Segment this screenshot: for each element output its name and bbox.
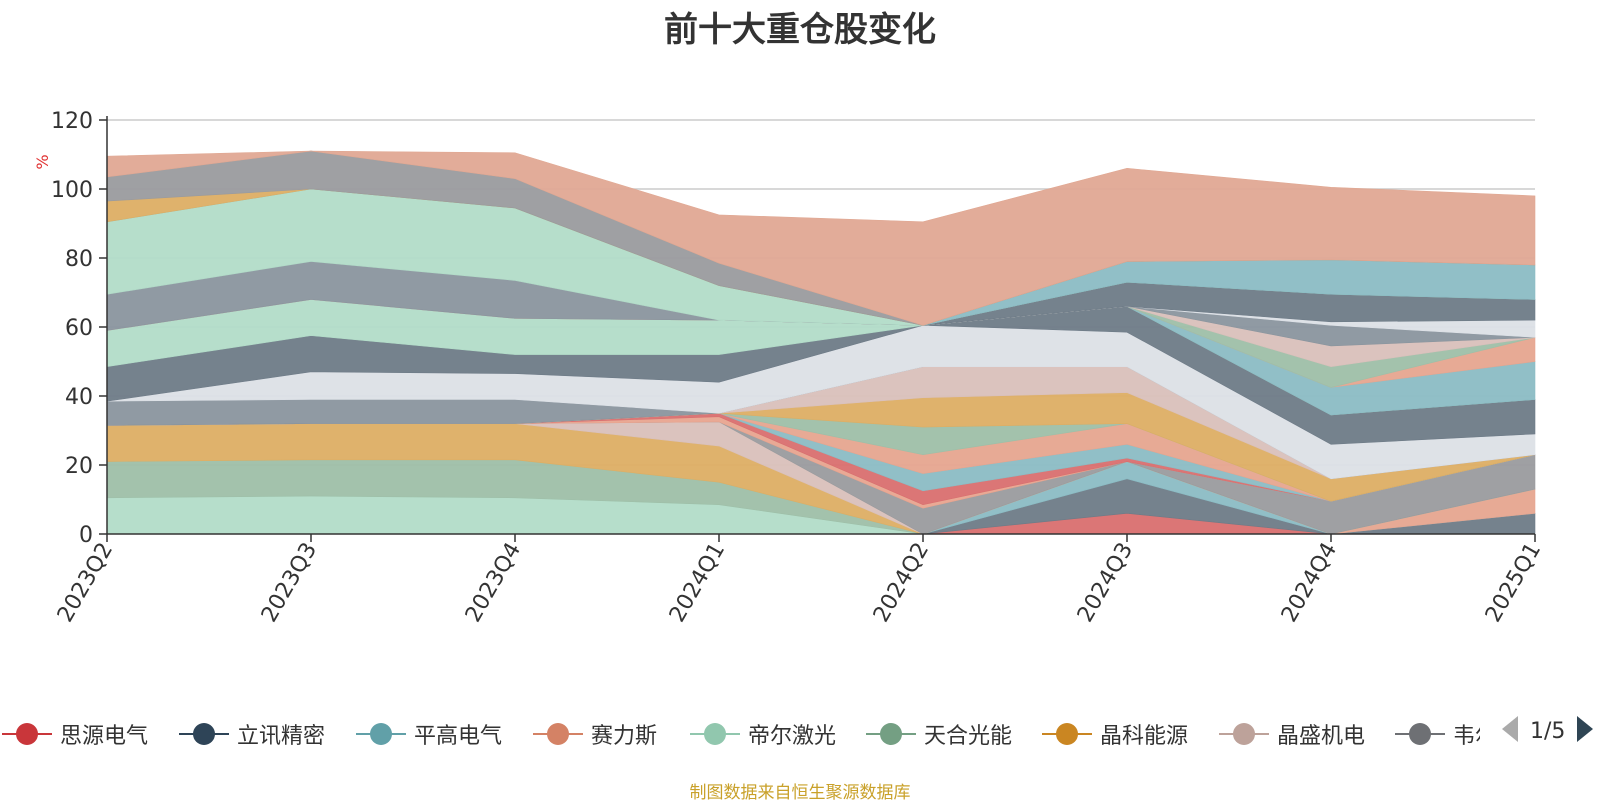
prev-page-icon[interactable] (1500, 714, 1520, 748)
legend-item[interactable]: 立讯精密 (177, 712, 325, 756)
x-tick-label: 2024Q2 (869, 539, 934, 627)
area-series (106, 150, 1536, 535)
legend-marker-icon (179, 723, 229, 745)
legend-label: 晶科能源 (1100, 724, 1189, 749)
legend-item[interactable]: 赛力斯 (531, 712, 657, 756)
x-tick-label: 2024Q1 (665, 539, 730, 627)
legend-marker-icon (1219, 723, 1269, 745)
legend-label: 天合光能 (924, 724, 1013, 749)
y-tick-label: 20 (65, 454, 93, 479)
y-tick-label: 120 (51, 109, 93, 134)
legend-marker-icon (1042, 723, 1092, 745)
y-tick-label: 0 (79, 523, 93, 548)
y-tick-label: 80 (65, 247, 93, 272)
legend-page-indicator: 1/5 (1530, 718, 1566, 744)
x-tick-label: 2023Q3 (257, 539, 322, 627)
legend-label: 平高电气 (414, 724, 503, 749)
legend-item[interactable]: 晶盛机电 (1217, 712, 1365, 756)
y-tick-label: 60 (65, 316, 93, 341)
legend-marker-icon (1395, 723, 1445, 745)
legend-label: 思源电气 (60, 724, 149, 749)
legend-marker-icon (866, 723, 916, 745)
y-axis-label: % (33, 154, 52, 169)
legend-label: 赛力斯 (591, 724, 658, 749)
legend-pager: 1/5 (1500, 714, 1595, 748)
x-tick-label: 2025Q1 (1481, 539, 1546, 627)
legend-item[interactable]: 平高电气 (354, 712, 502, 756)
legend-label: 帝尔激光 (748, 724, 837, 749)
legend-marker-icon (2, 723, 52, 745)
legend-label: 韦尔股份 (1453, 724, 1480, 749)
source-note: 制图数据来自恒生聚源数据库 (689, 783, 911, 803)
y-tick-label: 100 (51, 178, 93, 203)
legend-item[interactable]: 天合光能 (864, 712, 1012, 756)
legend-label: 立讯精密 (237, 724, 326, 749)
legend-marker-icon (690, 723, 740, 745)
x-tick-label: 2023Q4 (461, 539, 526, 627)
legend-item[interactable]: 晶科能源 (1040, 712, 1188, 756)
legend-marker-icon (533, 723, 583, 745)
x-tick-label: 2023Q2 (53, 539, 118, 627)
legend-marker-icon (356, 723, 406, 745)
area-series-32 (106, 150, 1536, 326)
legend-item[interactable]: 思源电气 (0, 712, 148, 756)
y-tick-label: 40 (65, 385, 93, 410)
legend-label: 晶盛机电 (1277, 724, 1366, 749)
chart-title: 前十大重仓股变化 (664, 10, 936, 50)
legend-item[interactable]: 帝尔激光 (688, 712, 836, 756)
x-tick-label: 2024Q3 (1073, 539, 1138, 627)
next-page-icon[interactable] (1575, 714, 1595, 748)
legend: 思源电气 立讯精密 平高电气 赛力斯 帝尔激光 天合光能 晶科能源 晶盛机电 韦尔股份 (0, 712, 1480, 756)
x-tick-label: 2024Q4 (1277, 539, 1342, 627)
legend-item[interactable]: 韦尔股份 (1393, 712, 1480, 756)
